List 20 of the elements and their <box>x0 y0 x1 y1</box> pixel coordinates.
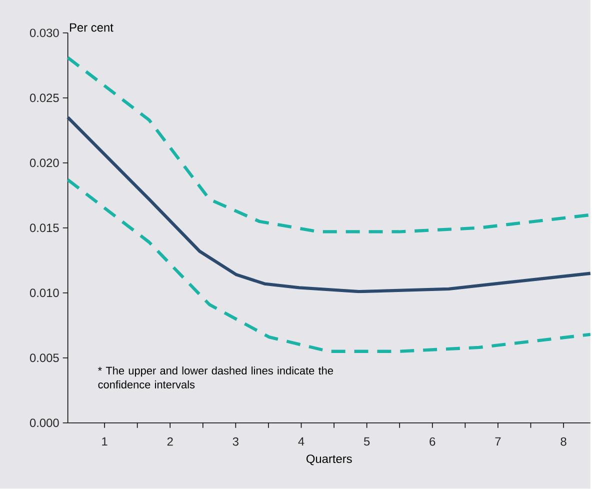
y-axis-title: Per cent <box>70 24 114 32</box>
y-tick-label: 0.005 <box>30 354 59 362</box>
x-tick-label: 6 <box>430 437 436 446</box>
y-tick-label: 0.025 <box>30 94 59 102</box>
x-axis-title: Quarters <box>306 454 352 466</box>
y-tick-label: 0.020 <box>30 158 59 168</box>
line-series <box>66 116 592 294</box>
x-tick-label: 7 <box>495 437 501 446</box>
y-tick-label: 0.015 <box>30 224 59 232</box>
line-series <box>66 178 592 354</box>
x-tick-label: 3 <box>232 437 238 446</box>
y-tick-label: 0.000 <box>30 418 59 428</box>
x-tick-label: 5 <box>364 437 370 446</box>
x-tick-label: 8 <box>560 437 566 446</box>
annotation: * The upper and lower dashed lines indicate the confidence intervals <box>98 366 334 389</box>
x-tick-label: 1 <box>102 437 108 446</box>
x-tick-label: 4 <box>298 437 304 446</box>
y-tick-label: 0.010 <box>30 288 59 298</box>
x-tick-label: 2 <box>167 437 173 446</box>
y-tick-label: 0.030 <box>30 28 59 38</box>
